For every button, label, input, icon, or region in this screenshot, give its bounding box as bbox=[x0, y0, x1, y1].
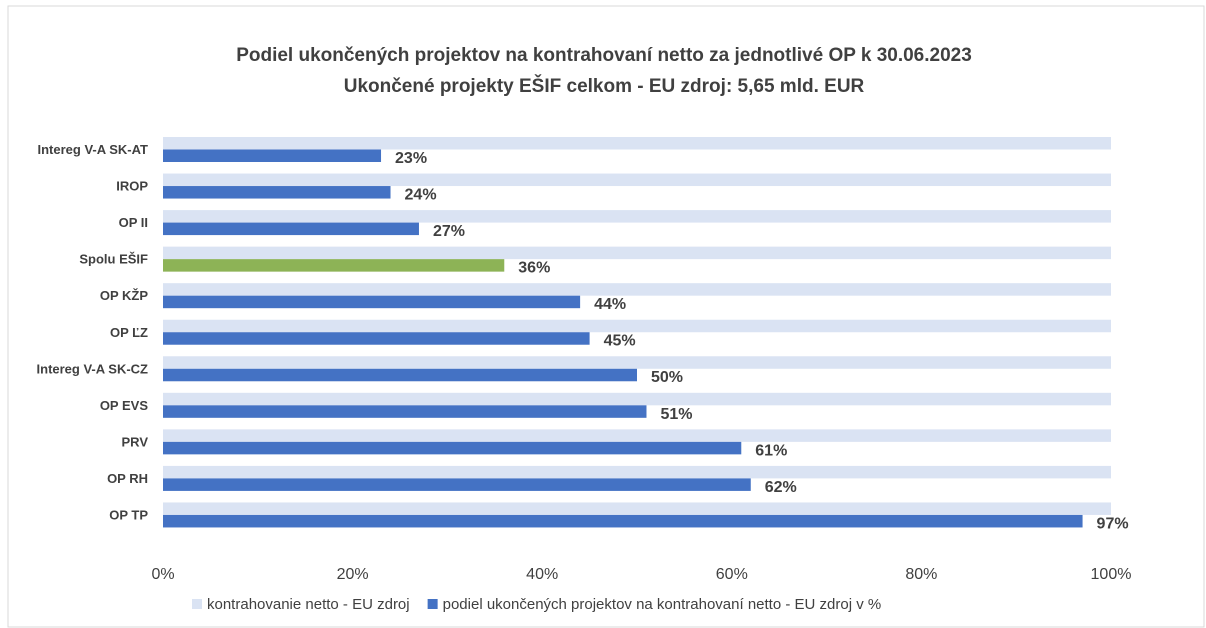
bar bbox=[163, 502, 1111, 515]
y-tick-label: OP EVS bbox=[100, 398, 149, 413]
bar bbox=[163, 441, 742, 455]
data-label: 23% bbox=[395, 150, 427, 167]
bar bbox=[163, 332, 590, 345]
data-label: 50% bbox=[651, 369, 683, 386]
bar bbox=[163, 514, 1083, 528]
legend-label: podiel ukončených projektov na kontrahov… bbox=[443, 596, 882, 613]
data-label: 61% bbox=[755, 442, 787, 459]
bar bbox=[163, 222, 419, 236]
bar bbox=[163, 356, 1111, 369]
y-tick-label: OP RH bbox=[107, 471, 148, 486]
chart-subtitle: Ukončené projekty EŠIF celkom - EU zdroj… bbox=[344, 75, 865, 97]
x-tick-label: 60% bbox=[716, 566, 748, 583]
x-tick-label: 0% bbox=[151, 566, 174, 583]
bar bbox=[163, 186, 391, 199]
chart-title: Podiel ukončených projektov na kontrahov… bbox=[236, 45, 972, 66]
legend-marker bbox=[192, 599, 202, 609]
data-label: 45% bbox=[604, 333, 636, 350]
data-label: 51% bbox=[660, 406, 692, 423]
y-tick-label: Spolu EŠIF bbox=[79, 252, 148, 267]
data-label: 97% bbox=[1097, 515, 1129, 532]
y-tick-label: OP KŽP bbox=[100, 288, 148, 303]
y-tick-label: OP ĽZ bbox=[110, 325, 148, 340]
bar bbox=[163, 173, 1111, 187]
y-tick-label: Intereg V-A SK-AT bbox=[37, 142, 148, 157]
y-tick-label: PRV bbox=[122, 434, 149, 449]
bar bbox=[163, 246, 1111, 260]
bar bbox=[163, 405, 647, 418]
data-label: 24% bbox=[405, 187, 437, 204]
bar bbox=[163, 210, 1111, 223]
bar bbox=[163, 149, 382, 162]
chart-frame bbox=[7, 5, 1205, 628]
x-tick-label: 20% bbox=[337, 566, 369, 583]
y-tick-label: Intereg V-A SK-CZ bbox=[37, 361, 149, 376]
x-tick-label: 100% bbox=[1091, 566, 1132, 583]
y-tick-label: OP TP bbox=[109, 508, 148, 523]
bar bbox=[163, 429, 1111, 442]
bar bbox=[163, 137, 1111, 150]
x-tick-label: 80% bbox=[905, 566, 937, 583]
data-label: 36% bbox=[518, 260, 550, 277]
bar bbox=[163, 283, 1111, 296]
bar bbox=[163, 465, 1111, 479]
data-label: 44% bbox=[594, 296, 626, 313]
bar bbox=[163, 295, 581, 309]
bar bbox=[163, 319, 1111, 333]
x-tick-label: 40% bbox=[526, 566, 558, 583]
legend-marker bbox=[427, 599, 438, 609]
y-tick-label: OP II bbox=[119, 215, 148, 230]
bar bbox=[163, 368, 637, 382]
y-tick-label: IROP bbox=[116, 179, 148, 194]
data-label: 27% bbox=[433, 223, 465, 240]
data-label: 62% bbox=[765, 479, 797, 496]
bar bbox=[163, 259, 505, 272]
bar bbox=[163, 478, 751, 491]
legend-label: kontrahovanie netto - EU zdroj bbox=[207, 596, 410, 613]
bar bbox=[163, 392, 1111, 406]
